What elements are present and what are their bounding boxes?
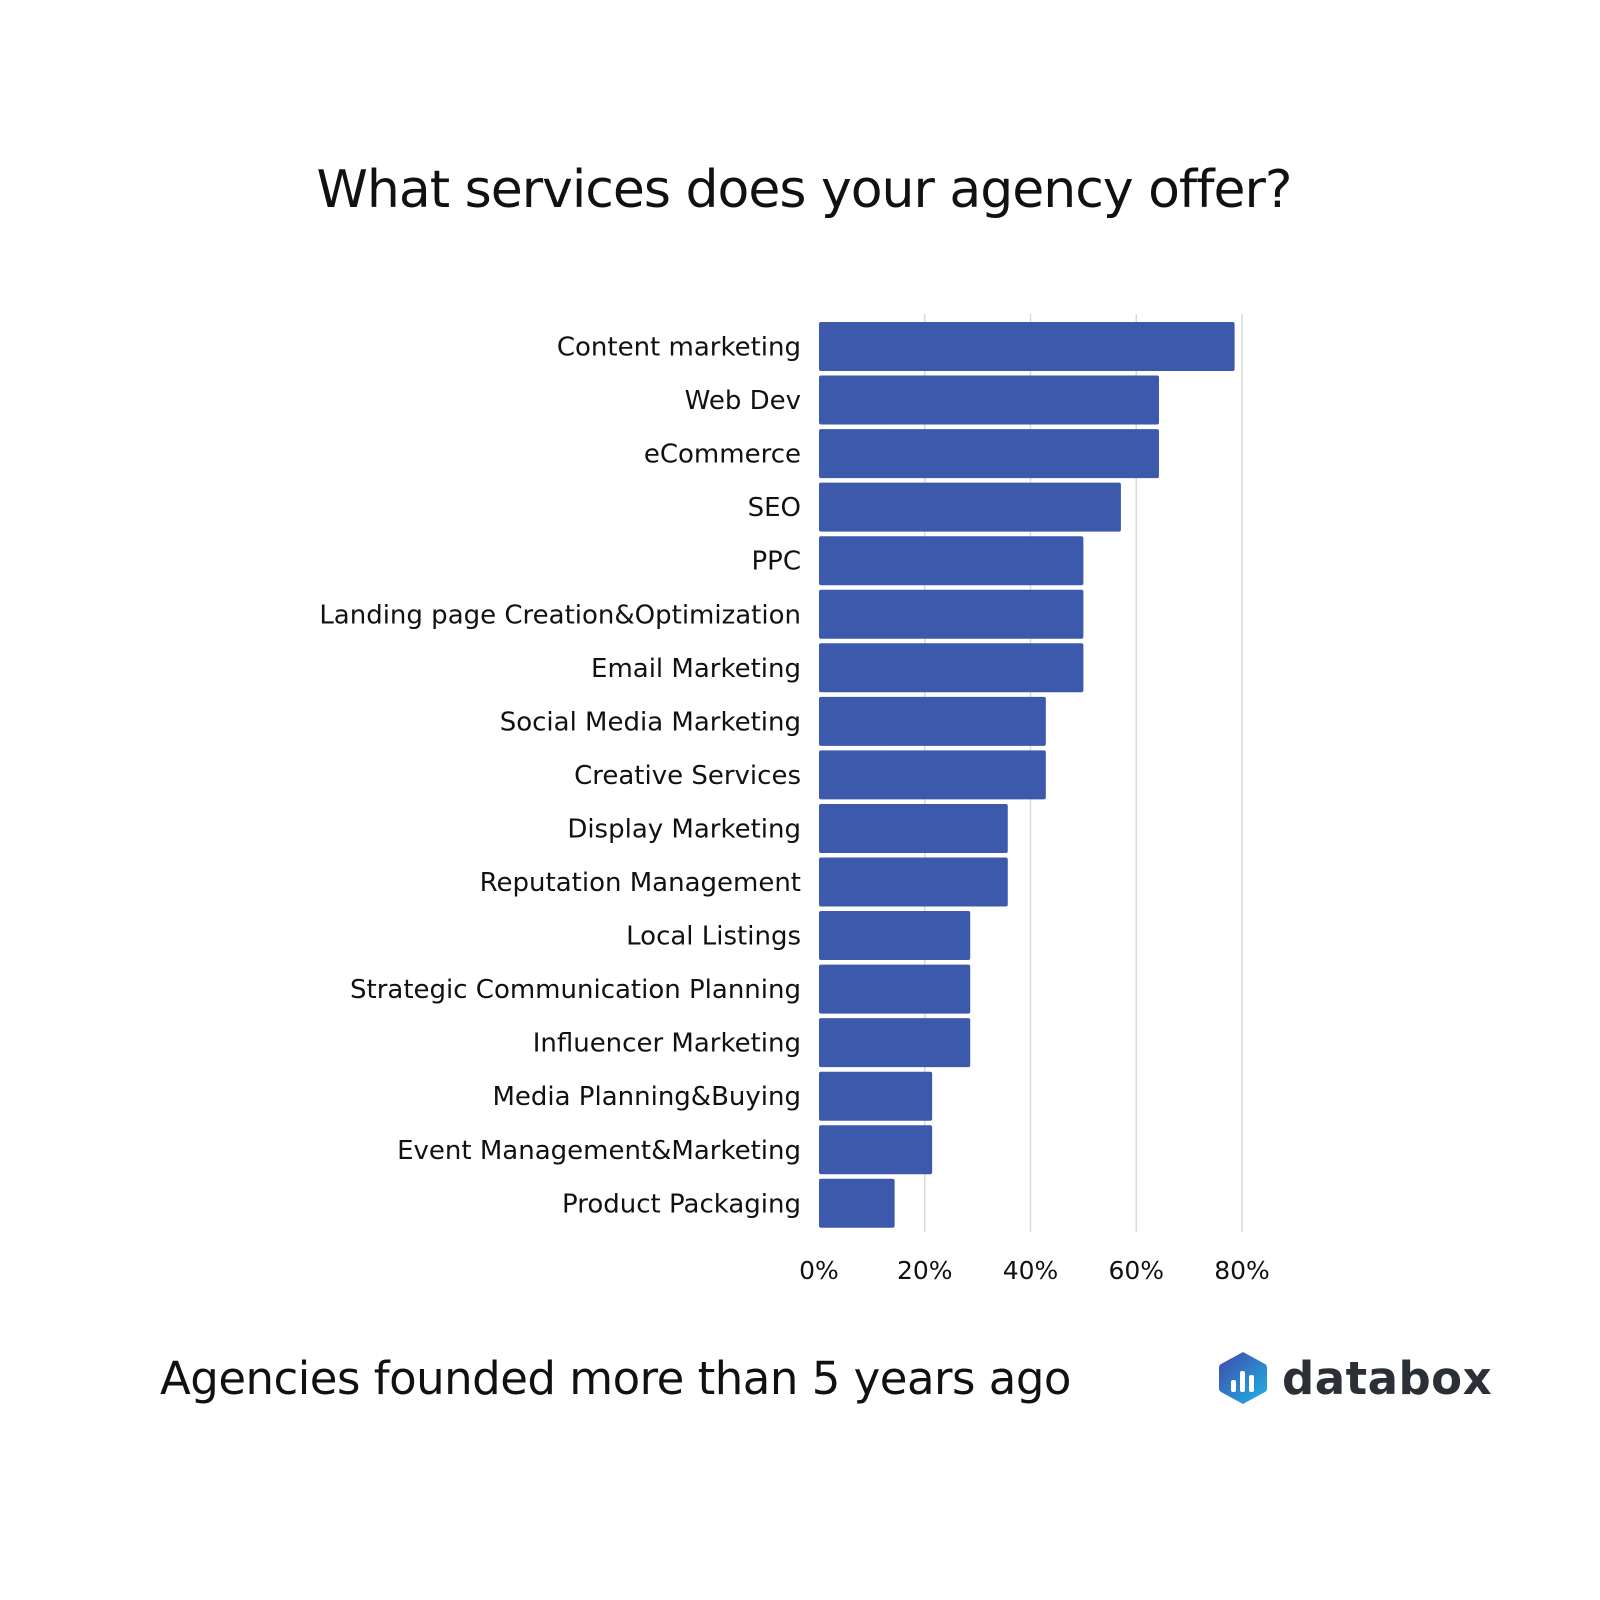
category-label: Web Dev xyxy=(685,386,801,416)
bar xyxy=(819,803,1008,853)
chart-subtitle: Agencies founded more than 5 years ago xyxy=(160,1352,1071,1405)
x-tick-label: 40% xyxy=(1003,1256,1059,1285)
bar xyxy=(819,482,1121,532)
category-label: Creative Services xyxy=(574,761,801,791)
databox-logo-icon xyxy=(1219,1352,1267,1404)
category-label: Event Management&Marketing xyxy=(397,1136,801,1166)
databox-logo-text: databox xyxy=(1282,1351,1493,1405)
bar xyxy=(819,696,1046,746)
category-label: Display Marketing xyxy=(567,814,801,844)
bar xyxy=(819,911,971,961)
bar xyxy=(819,1071,933,1121)
category-label: Content marketing xyxy=(557,333,801,363)
category-label: Landing page Creation&Optimization xyxy=(319,600,801,630)
x-tick-label: 0% xyxy=(799,1256,839,1285)
bar xyxy=(819,857,1008,907)
bar xyxy=(819,1018,971,1068)
bar xyxy=(819,1125,933,1175)
x-tick-label: 60% xyxy=(1108,1256,1164,1285)
category-label: Local Listings xyxy=(626,922,801,952)
bar xyxy=(819,964,971,1014)
bar xyxy=(819,750,1046,800)
category-label: Social Media Marketing xyxy=(500,707,801,737)
category-label: eCommerce xyxy=(644,440,801,470)
category-label: Strategic Communication Planning xyxy=(350,975,801,1005)
bar xyxy=(819,429,1159,479)
category-label: Media Planning&Buying xyxy=(492,1082,801,1112)
x-tick-label: 80% xyxy=(1214,1256,1270,1285)
bar xyxy=(819,322,1235,371)
bar-chart: 0% 20% 40% 60% 80% Content marketing Web Dev eC… xyxy=(319,314,1270,1285)
category-label: Product Packaging xyxy=(562,1189,801,1219)
bar xyxy=(819,643,1084,693)
bar xyxy=(819,1178,895,1228)
category-label: PPC xyxy=(751,547,801,577)
bar xyxy=(819,536,1084,586)
chart-title: What services does your agency offer? xyxy=(316,160,1292,220)
bar xyxy=(819,589,1084,639)
category-label: Email Marketing xyxy=(591,654,801,684)
x-tick-label: 20% xyxy=(897,1256,953,1285)
category-label: SEO xyxy=(748,493,801,523)
databox-logo: databox xyxy=(1218,1350,1492,1406)
category-label: Influencer Marketing xyxy=(533,1029,801,1059)
category-label: Reputation Management xyxy=(480,868,801,898)
bar xyxy=(819,375,1159,425)
